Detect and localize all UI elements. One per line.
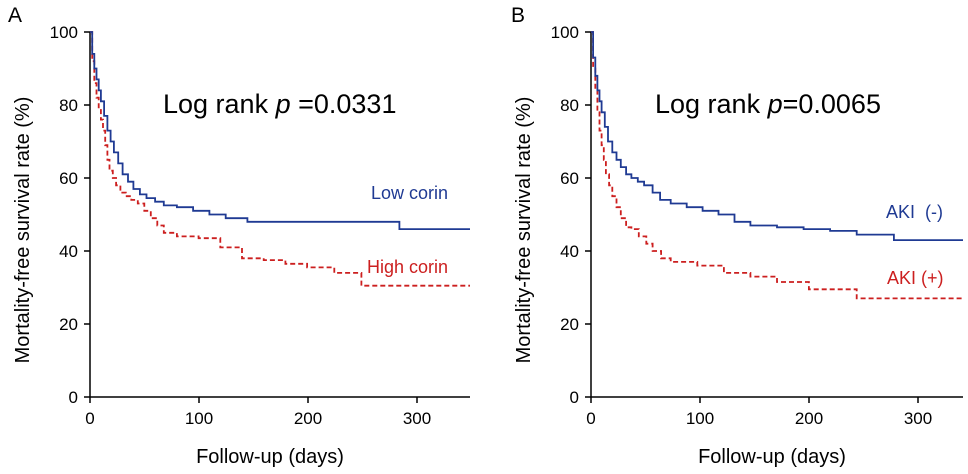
panel-label-b: B bbox=[511, 4, 525, 27]
log-rank-prefix: Log rank bbox=[655, 89, 768, 119]
y-ticks-a: 0 20 40 60 80 100 bbox=[50, 23, 90, 407]
high-corin-curve bbox=[90, 31, 470, 230]
x-tick-label: 100 bbox=[686, 409, 714, 428]
p-symbol: p bbox=[767, 89, 783, 119]
panel-a: A 0 20 40 60 80 100 0 100 200 bbox=[8, 4, 470, 468]
y-tick-label: 60 bbox=[560, 169, 579, 188]
y-tick-label: 40 bbox=[59, 242, 78, 261]
panel-b: B 0 20 40 60 80 100 0 100 200 bbox=[511, 4, 963, 468]
x-tick-label: 100 bbox=[185, 409, 213, 428]
y-tick-label: 80 bbox=[560, 96, 579, 115]
y-tick-label: 40 bbox=[560, 242, 579, 261]
y-tick-label: 80 bbox=[59, 96, 78, 115]
series-label-high-corin: High corin bbox=[367, 257, 448, 277]
x-ticks-b: 0 100 200 300 bbox=[586, 397, 932, 428]
x-tick-label: 300 bbox=[403, 409, 431, 428]
low-corin-curve bbox=[90, 31, 470, 287]
y-tick-label: 60 bbox=[59, 169, 78, 188]
y-tick-label: 20 bbox=[59, 315, 78, 334]
y-tick-label: 0 bbox=[570, 388, 579, 407]
x-tick-label: 200 bbox=[294, 409, 322, 428]
y-axis-label-a: Mortality-free survival rate (%) bbox=[12, 97, 34, 364]
y-axis-label-b: Mortality-free survival rate (%) bbox=[513, 97, 535, 364]
p-value: =0.0331 bbox=[291, 89, 397, 119]
x-tick-label: 0 bbox=[586, 409, 595, 428]
y-tick-label: 0 bbox=[69, 388, 78, 407]
p-value: =0.0065 bbox=[783, 89, 881, 119]
aki-negative-curve bbox=[591, 31, 963, 241]
y-tick-label: 100 bbox=[551, 23, 579, 42]
y-tick-label: 100 bbox=[50, 23, 78, 42]
x-axis-label-b: Follow-up (days) bbox=[698, 446, 846, 468]
x-tick-label: 200 bbox=[795, 409, 823, 428]
x-tick-label: 0 bbox=[85, 409, 94, 428]
series-label-low-corin: Low corin bbox=[371, 183, 448, 203]
p-symbol: p bbox=[275, 89, 291, 119]
log-rank-annotation-a: Log rank p =0.0331 bbox=[163, 89, 396, 119]
y-tick-label: 20 bbox=[560, 315, 579, 334]
log-rank-annotation-b: Log rank p=0.0065 bbox=[655, 89, 881, 119]
series-label-aki-negative: AKI (-) bbox=[886, 202, 943, 222]
log-rank-prefix: Log rank bbox=[163, 89, 276, 119]
panel-label-a: A bbox=[8, 4, 22, 27]
x-axis-label-a: Follow-up (days) bbox=[196, 446, 344, 468]
series-label-aki-positive: AKI (+) bbox=[887, 268, 944, 288]
y-ticks-b: 0 20 40 60 80 100 bbox=[551, 23, 591, 407]
x-ticks-a: 0 100 200 300 bbox=[85, 397, 431, 428]
aki-positive-curve bbox=[591, 31, 963, 300]
x-tick-label: 300 bbox=[904, 409, 932, 428]
